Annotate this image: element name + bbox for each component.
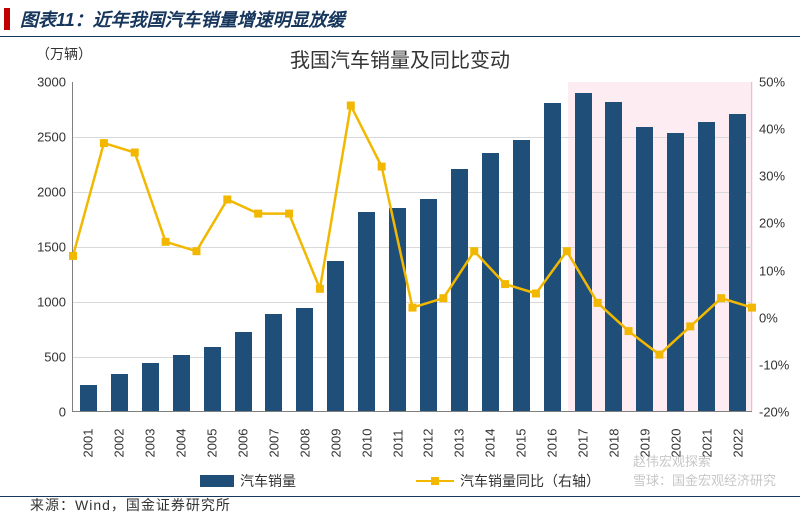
chart-title: 我国汽车销量及同比变动 (0, 44, 800, 73)
x-tick-label: 2013 (452, 426, 467, 458)
line-marker (594, 299, 602, 307)
caption-accent (4, 8, 10, 30)
line-marker (285, 210, 293, 218)
y-right-tick: 0% (759, 310, 778, 325)
caption-bar: 图表11：近年我国汽车销量增速明显放缓 (0, 0, 800, 37)
line-marker (316, 285, 324, 293)
line-marker (563, 247, 571, 255)
line-marker (625, 327, 633, 335)
x-tick-label: 2003 (143, 426, 158, 458)
y-left-tick: 2500 (37, 130, 66, 145)
y-right-tick: 30% (759, 169, 785, 184)
line-marker (162, 238, 170, 246)
y-left-tick: 1500 (37, 240, 66, 255)
legend-item-line: 汽车销量同比（右轴） (416, 471, 600, 491)
line-marker (470, 247, 478, 255)
legend-line-label: 汽车销量同比（右轴） (460, 471, 600, 491)
legend-line-swatch (416, 480, 454, 482)
y-left-tick: 500 (44, 350, 66, 365)
plot-area: 050010001500200025003000-20%-10%0%10%20%… (72, 82, 752, 412)
x-tick-label: 2015 (514, 426, 529, 458)
figure-caption: 图表11：近年我国汽车销量增速明显放缓 (20, 6, 345, 32)
line-marker (748, 304, 756, 312)
x-tick-label: 2006 (236, 426, 251, 458)
line-marker (223, 196, 231, 204)
y-left-tick: 0 (59, 405, 66, 420)
line-marker (532, 290, 540, 298)
line-marker (69, 252, 77, 260)
legend-bar-label: 汽车销量 (240, 471, 296, 491)
line-marker (655, 351, 663, 359)
line-marker (192, 247, 200, 255)
x-tick-label: 2010 (359, 426, 374, 458)
legend-item-bar: 汽车销量 (200, 471, 296, 491)
source-text: 来源：Wind，国金证券研究所 (30, 495, 231, 515)
line-marker (409, 304, 417, 312)
x-tick-label: 2009 (328, 426, 343, 458)
line-marker (501, 280, 509, 288)
line-series (73, 106, 752, 355)
x-tick-label: 2011 (390, 426, 405, 458)
x-tick-label: 2018 (606, 426, 621, 458)
y-left-tick: 2000 (37, 185, 66, 200)
y-right-tick: -10% (759, 357, 789, 372)
line-marker (347, 102, 355, 110)
line-marker (100, 139, 108, 147)
y-left-tick: 1000 (37, 295, 66, 310)
line-marker (131, 149, 139, 157)
x-tick-label: 2014 (483, 426, 498, 458)
y-right-tick: 20% (759, 216, 785, 231)
x-tick-label: 2004 (174, 426, 189, 458)
x-tick-label: 2017 (576, 426, 591, 458)
x-tick-label: 2012 (421, 426, 436, 458)
y-right-tick: -20% (759, 405, 789, 420)
legend-bar-swatch (200, 475, 234, 487)
line-marker (439, 294, 447, 302)
x-tick-label: 2007 (266, 426, 281, 458)
x-tick-label: 2002 (112, 426, 127, 458)
watermark-line-1: 赵伟宏观探索 (633, 454, 711, 469)
x-tick-label: 2001 (81, 426, 96, 458)
watermark-line-2: 雪球：国金宏观经济研究 (633, 473, 776, 488)
line-marker (254, 210, 262, 218)
chart-figure: 图表11：近年我国汽车销量增速明显放缓 （万辆） 我国汽车销量及同比变动 050… (0, 0, 800, 519)
line-layer (73, 82, 752, 411)
y-right-tick: 50% (759, 75, 785, 90)
line-marker (686, 322, 694, 330)
line-marker (717, 294, 725, 302)
y-right-tick: 10% (759, 263, 785, 278)
line-marker (378, 163, 386, 171)
y-right-tick: 40% (759, 122, 785, 137)
x-tick-label: 2005 (205, 426, 220, 458)
watermark: 赵伟宏观探索 雪球：国金宏观经济研究 (633, 451, 776, 489)
y-left-tick: 3000 (37, 75, 66, 90)
x-tick-label: 2008 (297, 426, 312, 458)
x-tick-label: 2016 (545, 426, 560, 458)
